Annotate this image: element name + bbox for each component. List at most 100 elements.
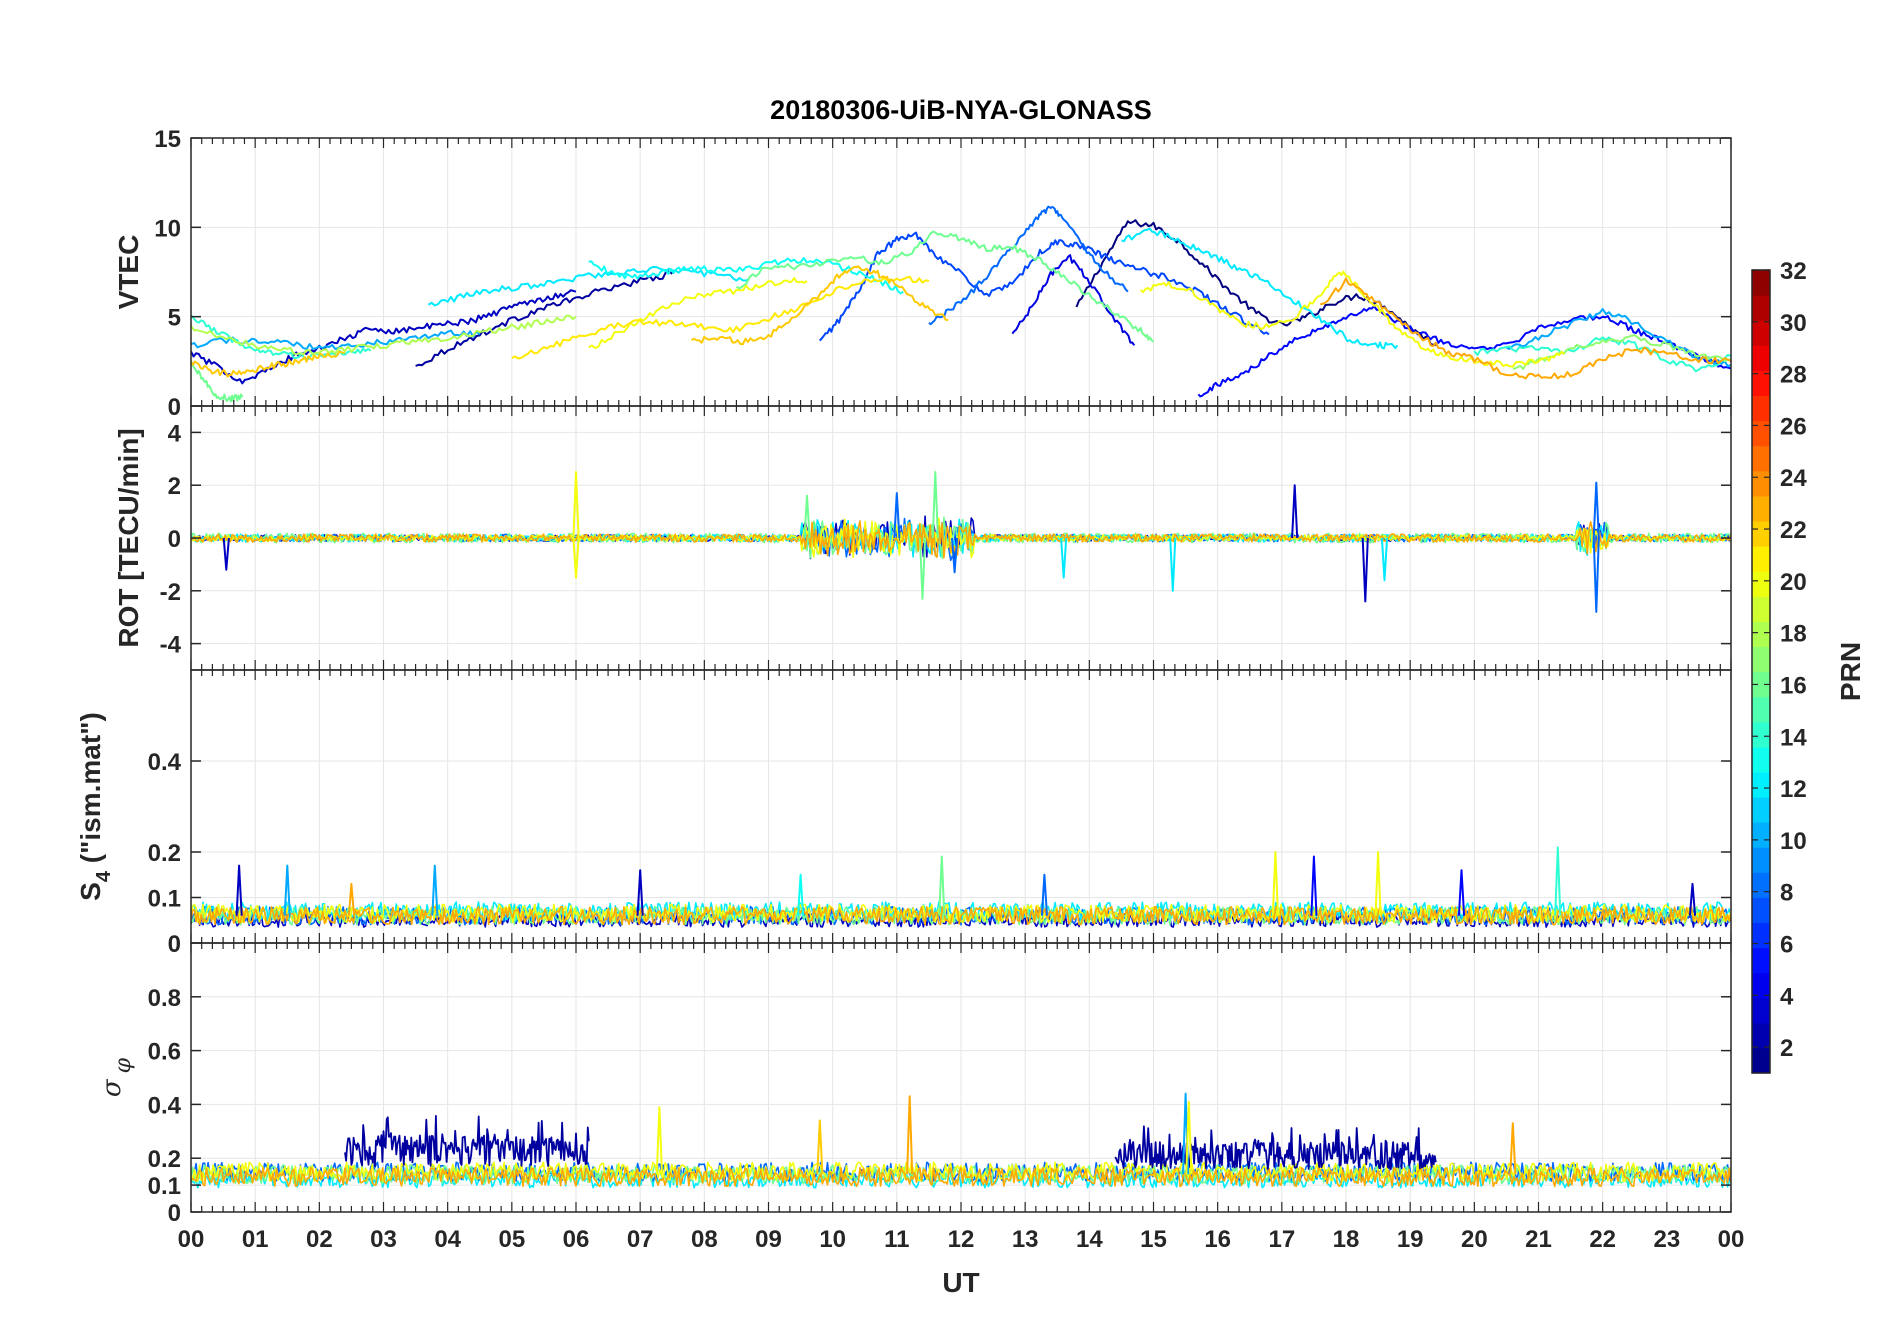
y-tick-label: 2 [168, 473, 181, 500]
colorbar-segment [1752, 922, 1770, 949]
colorbar-segment [1752, 897, 1770, 924]
vtec-series-prn-8 [928, 205, 1129, 326]
vtec-series-prn-20 [588, 277, 808, 350]
spike-prn-5 [1457, 869, 1466, 916]
colorbar-segment [1752, 872, 1770, 898]
vtec-series-prn-22 [191, 350, 346, 378]
spike-prn-12 [1380, 537, 1389, 582]
vtec-series-prn-22 [691, 265, 949, 346]
colorbar-segment [1752, 571, 1770, 597]
spike-prn-8 [951, 537, 959, 574]
colorbar-segment [1752, 746, 1770, 773]
spike-prn-8 [1592, 481, 1600, 539]
vtec-series-prn-2 [415, 270, 673, 367]
panel-4-y-label: σφ [97, 1057, 136, 1097]
colorbar-tick-label: 26 [1780, 413, 1807, 440]
x-tick-label: 03 [370, 1226, 397, 1253]
colorbar-tick-label: 4 [1780, 983, 1794, 1010]
spike-prn-16 [938, 855, 946, 916]
panel-2-series [191, 471, 1731, 613]
x-tick-label: 09 [755, 1226, 782, 1253]
phi-label: φ [111, 1057, 136, 1073]
spike-prn-20 [572, 471, 580, 539]
panel-3-x-ticks [190, 670, 1732, 943]
panel-3-series [191, 846, 1731, 928]
spike-prn-23 [347, 882, 355, 916]
panel-3-y-label: S4 ("ism.mat") [75, 712, 115, 901]
vtec-series-prn-14 [1473, 336, 1731, 373]
colorbar-segment [1752, 671, 1770, 698]
y-tick-label: 10 [154, 215, 181, 242]
y-tick-label: 0.4 [148, 1092, 182, 1119]
colorbar-segment [1752, 445, 1770, 472]
spike-prn-20 [1374, 851, 1382, 916]
colorbar-segment [1752, 270, 1770, 296]
colorbar-segment [1752, 596, 1770, 622]
colorbar-tick-label: 8 [1780, 880, 1793, 907]
spike-prn-20 [1271, 851, 1279, 916]
colorbar-segment [1752, 520, 1770, 547]
spike-prn-3 [1688, 882, 1697, 916]
colorbar-segment [1752, 395, 1770, 422]
colorbar-tick-label: 10 [1780, 828, 1807, 855]
spike-prn-16 [803, 494, 811, 539]
spike-prn-22 [816, 1119, 824, 1175]
y-tick-label: 0.2 [148, 840, 181, 867]
colorbar-segment [1752, 546, 1770, 572]
x-tick-label: 07 [627, 1226, 654, 1253]
vtec-series-prn-17 [1512, 334, 1731, 370]
colorbar-segment [1752, 646, 1770, 673]
y-tick-label: 0 [168, 1200, 181, 1227]
vtec-series-prn-4 [1011, 254, 1136, 346]
x-tick-label: 04 [434, 1226, 461, 1253]
x-tick-label: 11 [884, 1226, 909, 1253]
x-tick-label: 02 [306, 1226, 333, 1253]
s4-label-rest: ("ism.mat") [75, 712, 106, 871]
colorbar-tick-label: 18 [1780, 621, 1807, 648]
colorbar-segment [1752, 721, 1770, 748]
panel-1-y-label: VTEC [113, 235, 144, 310]
colorbar-segment [1752, 295, 1770, 321]
colorbar-segment [1752, 1022, 1770, 1049]
spike-prn-23 [1509, 1122, 1517, 1175]
colorbar-label: PRN [1835, 642, 1866, 701]
colorbar-tick-label: 22 [1780, 517, 1807, 544]
x-tick-label: 13 [1012, 1226, 1039, 1253]
x-tick-label: 05 [498, 1226, 525, 1253]
spike-prn-13 [797, 873, 805, 916]
colorbar-segment [1752, 370, 1770, 397]
y-tick-label: 15 [154, 126, 181, 153]
colorbar-segment [1752, 822, 1770, 848]
spike-prn-10 [283, 864, 291, 916]
colorbar-tick-label: 2 [1780, 1035, 1793, 1062]
x-tick-label: 00 [178, 1226, 205, 1253]
panel-3-grid [190, 670, 1732, 944]
x-tick-label: 08 [691, 1226, 718, 1253]
x-tick-label: 20 [1461, 1226, 1488, 1253]
colorbar-segment [1752, 972, 1770, 999]
vtec-series-prn-16 [735, 230, 1155, 343]
x-tick-label: 18 [1333, 1226, 1360, 1253]
colorbar-segment [1752, 470, 1770, 497]
spike-prn-14 [1554, 846, 1562, 916]
colorbar-tick-label: 32 [1780, 258, 1807, 285]
vtec-series-prn-21 [511, 275, 930, 360]
x-tick-label: 21 [1525, 1226, 1552, 1253]
y-tick-label: 4 [168, 420, 182, 447]
y-tick-label: 5 [168, 305, 181, 332]
spike-prn-8 [1592, 537, 1600, 613]
panel-3: 0 0.1 0.2 0.4 S4 ("ism.mat") [75, 669, 1732, 958]
panel-2-series-prn-23 [191, 520, 1731, 559]
vtec-series-prn-13 [588, 257, 904, 295]
colorbar-segment [1752, 320, 1770, 346]
x-tick-label: 06 [563, 1226, 590, 1253]
colorbar-segment [1752, 1047, 1770, 1074]
colorbar-tick-label: 16 [1780, 672, 1807, 699]
y-tick-label: 0.1 [148, 886, 181, 913]
spike-prn-3 [636, 869, 644, 916]
y-tick-label: 0.2 [148, 1146, 181, 1173]
spike-prn-16 [918, 537, 927, 600]
vtec-series-prn-16 [191, 361, 244, 403]
elevated-series-prn-2 [344, 1115, 590, 1167]
